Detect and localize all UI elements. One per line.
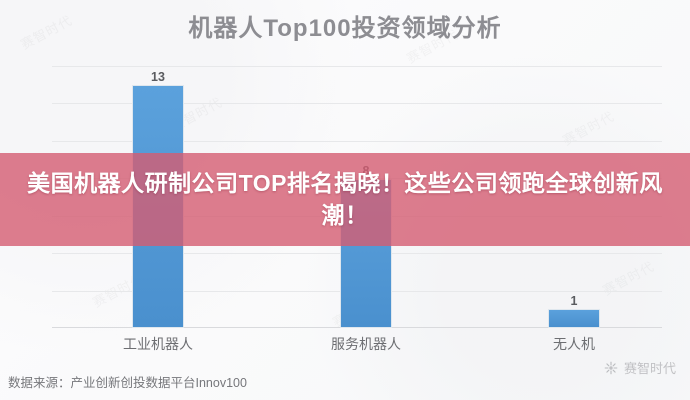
promo-banner-text: 美国机器人研制公司TOP排名揭晓！这些公司领跑全球创新风潮！: [27, 169, 663, 228]
bar-drone[interactable]: [548, 309, 600, 328]
gridline: [52, 66, 662, 67]
gridline: [52, 140, 662, 142]
x-tick-label-drone: 无人机: [553, 336, 595, 352]
brand-watermark-label: 赛智时代: [623, 361, 676, 376]
brand-watermark: 赛智时代: [603, 358, 676, 377]
source-note: 数据来源：产业创新创投数据平台Innov100: [8, 376, 247, 390]
sparkle-icon: [603, 360, 619, 376]
bar-value-label: 1: [570, 294, 578, 308]
x-tick-label-service-robot: 服务机器人: [331, 336, 401, 352]
gridline: [52, 103, 662, 104]
promo-banner: 美国机器人研制公司TOP排名揭晓！这些公司领跑全球创新风潮！: [0, 153, 690, 246]
x-tick-label-industrial-robot: 工业机器人: [123, 336, 193, 352]
chart-title: 机器人Top100投资领域分析: [188, 15, 502, 42]
bar-value-label: 13: [151, 70, 165, 84]
